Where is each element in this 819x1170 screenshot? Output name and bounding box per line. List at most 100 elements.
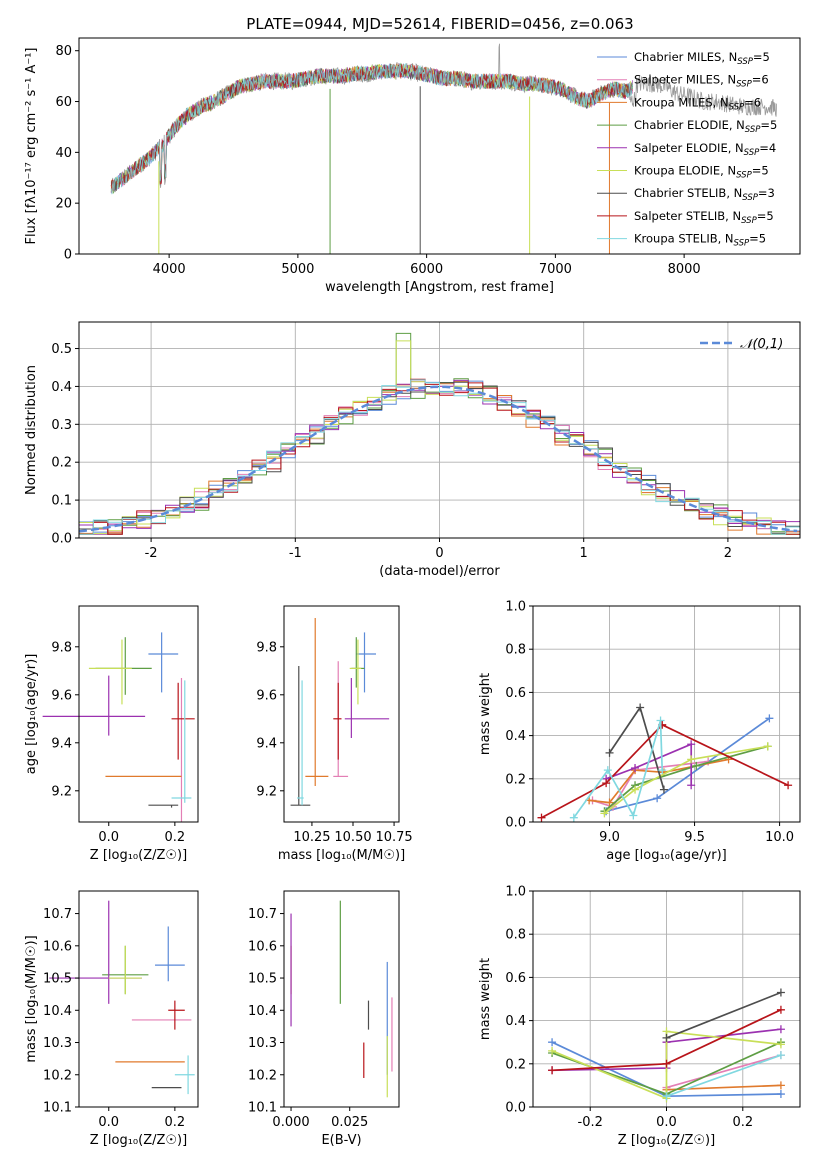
x-axis-label: Z [log₁₀(Z/Z☉)]	[90, 1133, 187, 1148]
y-tick-label: 9.6	[256, 688, 277, 703]
mass-weight-marker	[687, 755, 696, 764]
age_vs_z-frame: 0.0 0.2 9.2 9.4 9.6 9.8 Z [log₁₀(Z/Z☉)] age [lo…	[24, 605, 199, 863]
x-tick-label: 0.2	[165, 830, 186, 845]
mass-weight-marker	[605, 798, 614, 807]
model-spectrum-line	[110, 63, 633, 193]
spectrum-legend: Chabrier MILES, NSSP=5 Salpeter MILES, NS…	[597, 50, 777, 249]
x-axis-label: Z [log₁₀(Z/Z☉)]	[618, 1133, 715, 1148]
mass-weight-marker	[548, 1046, 557, 1055]
x-tick-label: 0.0	[656, 1115, 677, 1130]
y-axis-label: mass weight	[478, 958, 493, 1040]
mass-weight-marker	[776, 1005, 785, 1014]
y-tick-label: 60	[55, 95, 72, 110]
y-tick-label: 0.0	[505, 1101, 526, 1116]
mass-weight-line	[592, 760, 709, 808]
y-tick-label: 1.0	[505, 600, 526, 615]
mass_vs_ebv-points	[290, 900, 393, 1098]
y-tick-label: 10.2	[43, 1068, 72, 1083]
x-axis-label: Z [log₁₀(Z/Z☉)]	[90, 848, 187, 863]
x-tick-label: 0.0	[98, 1115, 119, 1130]
legend-entry: Salpeter ELODIE, NSSP=4	[634, 141, 776, 158]
residuals-legend: 𝒩(0,1)	[700, 337, 783, 352]
y-tick-label: 10.4	[43, 1004, 72, 1019]
mass_vs_z-points	[49, 900, 195, 1095]
legend-entry: Salpeter STELIB, NSSP=5	[634, 209, 774, 226]
spectrum-lines	[110, 43, 777, 254]
y-tick-label: 80	[55, 44, 72, 59]
legend-entry: Kroupa STELIB, NSSP=5	[634, 232, 766, 249]
x-axis-label: mass [log₁₀(M/M☉)]	[278, 848, 405, 863]
y-tick-label: 10.2	[248, 1068, 277, 1083]
y-tick-label: 0.0	[505, 816, 526, 831]
mass-weight-marker	[662, 1033, 671, 1042]
y-axis-label: age [log₁₀(age/yr)]	[24, 654, 39, 775]
x-tick-label: 9.5	[684, 830, 705, 845]
mass-weight-line	[666, 1054, 782, 1089]
x-tick-label: -0.2	[578, 1115, 603, 1130]
y-tick-label: 10.4	[248, 1004, 277, 1019]
mass-weight-marker	[569, 813, 578, 822]
age_vs_z-points	[42, 632, 195, 822]
x-tick-label: 10.50	[334, 830, 371, 845]
y-tick-label: 10.6	[43, 939, 72, 954]
mass-weight-marker	[548, 1038, 557, 1047]
residual-histogram	[79, 340, 800, 535]
y-tick-label: 10.7	[248, 907, 277, 922]
y-tick-label: 0.4	[505, 1014, 526, 1029]
y-tick-label: 0.8	[505, 928, 526, 943]
mass-weight-line	[541, 723, 789, 819]
x-tick-label: 0	[435, 546, 443, 561]
mass-weight-marker	[636, 703, 645, 712]
plot-frame	[78, 890, 199, 1108]
x-tick-label: 10.0	[765, 830, 794, 845]
y-axis-label: mass [log₁₀(M/M☉)]	[24, 935, 39, 1062]
y-tick-label: 9.2	[51, 784, 72, 799]
mass-weight-marker	[776, 1051, 785, 1060]
x-tick-label: -1	[289, 546, 302, 561]
y-axis-label: Flux [fλ10⁻¹⁷ erg cm⁻² s⁻¹ A⁻¹]	[24, 48, 39, 245]
x-tick-label: 0.0	[98, 830, 119, 845]
x-tick-label: 0.2	[165, 1115, 186, 1130]
residual-histogram	[79, 379, 800, 535]
x-tick-label: 2	[724, 546, 732, 561]
mass-weight-line	[603, 745, 768, 812]
y-axis-label: mass weight	[478, 673, 493, 755]
x-tick-label: 7000	[539, 262, 572, 277]
x-tick-label: 6000	[410, 262, 443, 277]
mass-weight-line	[666, 991, 782, 1039]
y-tick-label: 0.5	[51, 342, 72, 357]
mass_vs_z-frame: 0.0 0.2 10.1 10.2 10.3 10.4 10.5 10.6 10.7 Z [log…	[24, 890, 199, 1148]
mass-weight-marker	[548, 1066, 557, 1075]
mass-weight-marker	[629, 811, 638, 820]
mass-weight-marker	[659, 785, 668, 794]
x-tick-label: 0.2	[732, 1115, 753, 1130]
mass-weight-marker	[603, 766, 612, 775]
legend-entry: 𝒩(0,1)	[740, 337, 783, 352]
weight_vs_age-lines	[537, 703, 793, 822]
y-tick-label: 0.6	[505, 971, 526, 986]
mass-weight-marker	[776, 1081, 785, 1090]
y-tick-label: 10.5	[248, 972, 277, 987]
legend-entry: Chabrier STELIB, NSSP=3	[634, 186, 775, 203]
mass-weight-marker	[656, 716, 665, 725]
x-axis-label: (data-model)/error	[379, 564, 500, 579]
model-spectrum-line	[110, 63, 633, 195]
plot-frame	[532, 605, 801, 823]
y-tick-label: 0.3	[51, 418, 72, 433]
y-tick-label: 0.2	[51, 456, 72, 471]
weight_vs_z-frame: -0.2 0.0 0.2 0.0 0.2 0.4 0.6 0.8 1.0 Z [log₁₀(Z/Z…	[478, 885, 801, 1148]
y-tick-label: 10.3	[248, 1036, 277, 1051]
age_vs_mass-points	[290, 618, 390, 806]
mass-weight-line	[666, 1054, 782, 1098]
plot-frame	[78, 37, 801, 255]
y-tick-label: 10.7	[43, 907, 72, 922]
y-tick-label: 20	[55, 197, 72, 212]
mass-weight-line	[603, 745, 768, 815]
mass-weight-marker	[662, 1092, 671, 1101]
plot-frame	[78, 605, 199, 823]
legend-entry: Chabrier MILES, NSSP=5	[634, 50, 770, 67]
mass_vs_ebv-frame: 0.000 0.025 10.1 10.2 10.3 10.4 10.5 10.6 10.7 E(…	[248, 890, 400, 1148]
mass-weight-marker	[537, 813, 546, 822]
y-tick-label: 9.4	[256, 736, 277, 751]
mass-weight-marker	[662, 1059, 671, 1068]
